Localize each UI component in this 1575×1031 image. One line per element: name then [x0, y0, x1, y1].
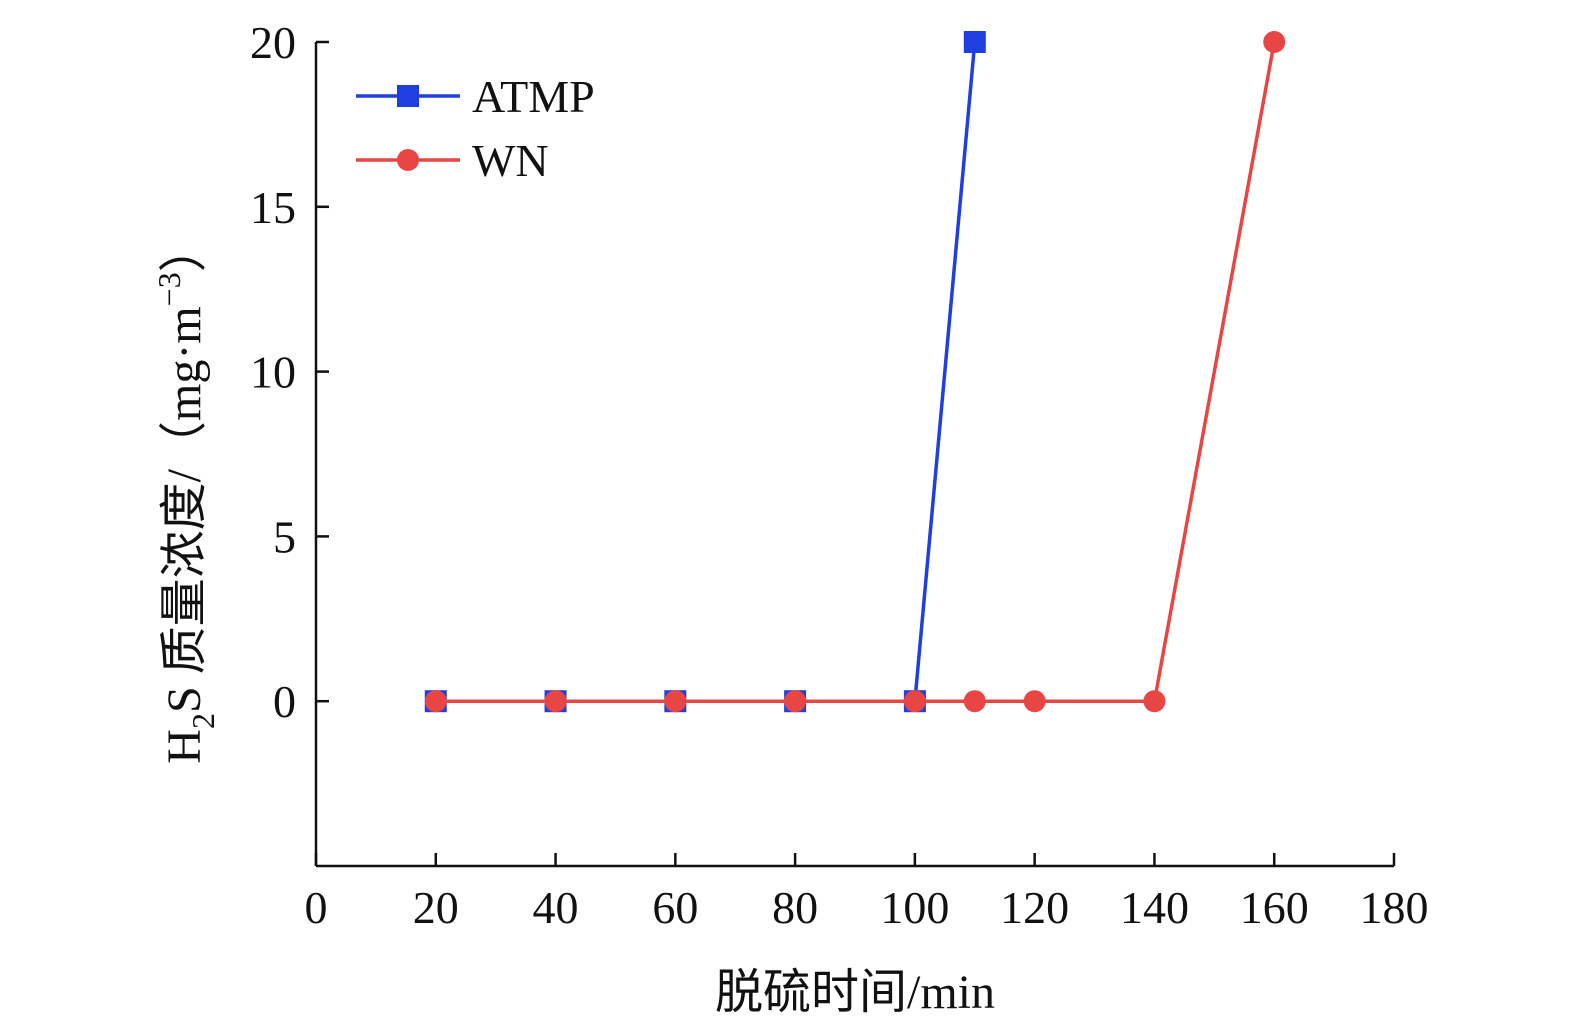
x-tick-label: 100 — [880, 882, 949, 933]
y-tick-label: 10 — [250, 347, 296, 398]
data-point — [784, 690, 807, 713]
y-title-suffix: ） — [158, 224, 211, 272]
data-point — [1143, 690, 1166, 713]
data-point — [664, 690, 687, 713]
y-title-superscript: −3 — [151, 272, 187, 306]
x-tick-label: 120 — [1000, 882, 1069, 933]
data-point — [544, 690, 567, 713]
series-atmp — [424, 31, 986, 713]
x-tick-label: 0 — [305, 882, 328, 933]
x-axis-title: 脱硫时间/min — [715, 966, 995, 1019]
y-tick-label: 5 — [273, 511, 296, 562]
series-layer — [424, 31, 1286, 713]
data-point — [424, 690, 447, 713]
x-tick-label: 60 — [652, 882, 698, 933]
x-tick-label: 180 — [1360, 882, 1429, 933]
legend-marker — [397, 149, 419, 171]
y-title-prefix: H — [158, 729, 211, 764]
y-tick-label: 20 — [250, 17, 296, 68]
series-wn — [424, 31, 1286, 713]
legend-item-atmp: ATMP — [356, 71, 595, 122]
legend-item-wn: WN — [356, 135, 549, 186]
x-tick-label: 160 — [1240, 882, 1309, 933]
series-line — [435, 41, 1276, 703]
legend-label: ATMP — [472, 71, 595, 122]
legend-label: WN — [472, 135, 549, 186]
x-tick-label: 140 — [1120, 882, 1189, 933]
y-title-middle: S 质量浓度/（mg·m — [158, 306, 211, 713]
data-point — [963, 690, 986, 713]
legend-marker — [397, 85, 419, 107]
data-point — [903, 690, 926, 713]
y-axis-title: H2S 质量浓度/（mg·m−3） — [151, 224, 221, 763]
y-tick-label: 0 — [273, 676, 296, 727]
data-point — [1263, 31, 1286, 53]
y-title-subscript: 2 — [185, 713, 221, 729]
x-tick-label: 80 — [772, 882, 818, 933]
data-point — [963, 31, 986, 53]
data-point — [1023, 690, 1046, 713]
y-tick-label: 15 — [250, 182, 296, 233]
legend: ATMP WN — [356, 71, 595, 186]
x-tick-label: 20 — [413, 882, 459, 933]
x-tick-label: 40 — [533, 882, 579, 933]
axes: 0 20 40 60 80 100 120 140 160 180 0 5 10 15 20 — [250, 17, 1429, 933]
